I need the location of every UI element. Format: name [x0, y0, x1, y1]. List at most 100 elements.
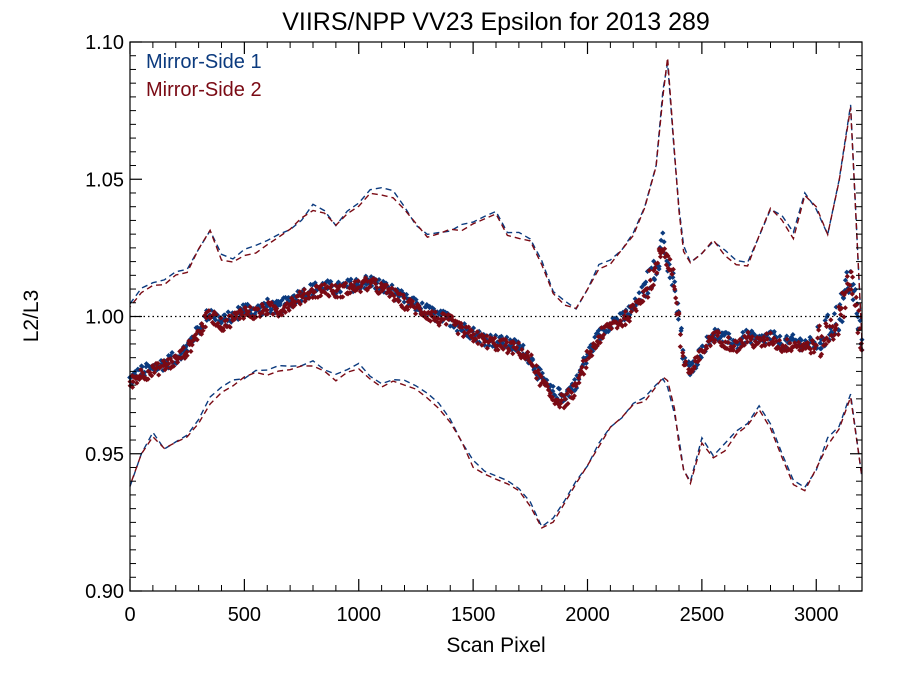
data-point-ms1 — [438, 312, 444, 318]
data-point-ms2 — [813, 342, 819, 348]
data-point-ms2 — [437, 320, 443, 326]
data-point-ms2 — [592, 345, 599, 351]
data-point-ms2 — [242, 305, 248, 311]
x-tick-label: 500 — [228, 604, 261, 626]
data-point-ms1 — [697, 353, 703, 359]
data-point-ms2 — [830, 336, 836, 343]
data-point-ms2 — [683, 358, 689, 365]
data-point-ms2 — [528, 360, 534, 366]
data-point-ms2 — [329, 282, 335, 288]
data-point-ms2 — [423, 315, 429, 322]
data-point-ms2 — [277, 308, 284, 315]
data-point-ms2 — [804, 340, 811, 346]
data-point-ms2 — [622, 322, 628, 328]
data-point-ms2 — [658, 250, 664, 256]
data-point-ms2 — [237, 307, 243, 313]
data-point-ms2 — [396, 298, 402, 305]
data-point-ms2 — [445, 316, 452, 323]
data-point-ms2 — [184, 349, 190, 355]
data-point-ms2 — [528, 352, 534, 358]
data-point-ms2 — [576, 380, 582, 386]
data-point-ms1 — [747, 339, 754, 345]
data-point-ms1 — [672, 279, 678, 285]
data-point-ms2 — [227, 324, 233, 330]
data-point-ms2 — [149, 373, 155, 379]
data-point-ms1 — [531, 366, 538, 372]
data-point-ms2 — [317, 286, 323, 292]
data-point-ms1 — [771, 328, 777, 335]
data-point-ms2 — [495, 347, 501, 353]
data-point-ms2 — [750, 342, 756, 348]
data-point-ms2 — [849, 274, 856, 280]
data-point-ms1 — [323, 279, 329, 286]
legend-label-ms2: Mirror-Side 2 — [146, 79, 262, 101]
data-point-ms1 — [719, 333, 725, 339]
data-point-ms2 — [458, 323, 464, 329]
data-point-ms2 — [265, 311, 271, 317]
data-point-ms2 — [530, 363, 536, 369]
data-point-ms2 — [461, 329, 467, 336]
data-point-ms1 — [424, 301, 430, 308]
data-point-ms2 — [184, 353, 190, 359]
data-point-ms1 — [353, 276, 359, 282]
data-point-ms2 — [858, 340, 864, 347]
data-point-ms2 — [297, 301, 303, 307]
data-point-ms2 — [597, 333, 604, 340]
data-point-ms2 — [828, 317, 834, 323]
data-point-ms2 — [584, 348, 590, 354]
data-point-ms2 — [552, 401, 558, 407]
data-point-ms2 — [364, 287, 370, 293]
data-point-ms2 — [600, 335, 606, 341]
data-point-ms1 — [807, 334, 813, 340]
data-point-ms2 — [156, 372, 162, 378]
data-point-ms2 — [680, 353, 686, 359]
data-point-ms1 — [440, 308, 446, 314]
data-point-ms1 — [451, 324, 457, 330]
data-point-ms2 — [138, 367, 144, 373]
data-point-ms2 — [326, 293, 332, 299]
data-point-ms1 — [550, 383, 556, 390]
data-point-ms2 — [743, 335, 749, 341]
data-point-ms2 — [560, 393, 567, 399]
data-point-ms2 — [849, 291, 855, 297]
data-point-ms2 — [766, 341, 772, 347]
data-point-ms2 — [579, 364, 585, 370]
data-point-ms1 — [818, 345, 824, 352]
data-point-ms1 — [464, 326, 470, 332]
data-point-ms2 — [629, 302, 636, 308]
data-point-ms1 — [145, 362, 151, 368]
data-point-ms2 — [692, 358, 698, 364]
data-point-ms1 — [279, 297, 285, 303]
data-point-ms1 — [348, 276, 354, 282]
data-point-ms2 — [810, 340, 816, 346]
data-point-ms2 — [155, 360, 161, 367]
data-point-ms2 — [811, 345, 818, 352]
data-point-ms2 — [654, 270, 660, 276]
data-point-ms2 — [817, 353, 824, 359]
data-point-ms2 — [169, 359, 175, 365]
data-point-ms2 — [764, 331, 770, 337]
data-point-ms2 — [408, 300, 414, 306]
data-point-ms2 — [597, 339, 603, 346]
data-point-ms2 — [306, 294, 312, 301]
data-point-ms2 — [644, 286, 650, 292]
data-point-ms1 — [470, 325, 477, 331]
data-point-ms2 — [412, 311, 419, 317]
data-point-ms2 — [245, 309, 252, 315]
data-point-ms2 — [392, 296, 398, 302]
data-point-ms2 — [646, 267, 652, 274]
data-point-ms2 — [492, 335, 498, 341]
data-point-ms2 — [672, 286, 678, 292]
data-point-ms1 — [797, 336, 803, 342]
data-point-ms2 — [562, 396, 568, 402]
data-point-ms2 — [773, 338, 780, 344]
data-point-ms1 — [699, 343, 706, 349]
data-point-ms1 — [481, 342, 488, 348]
data-point-ms2 — [626, 315, 633, 321]
data-point-ms2 — [626, 318, 633, 324]
data-point-ms2 — [819, 333, 825, 340]
data-point-ms2 — [357, 289, 364, 295]
data-point-ms2 — [694, 354, 700, 360]
data-point-ms2 — [230, 315, 236, 321]
data-point-ms1 — [682, 355, 688, 361]
